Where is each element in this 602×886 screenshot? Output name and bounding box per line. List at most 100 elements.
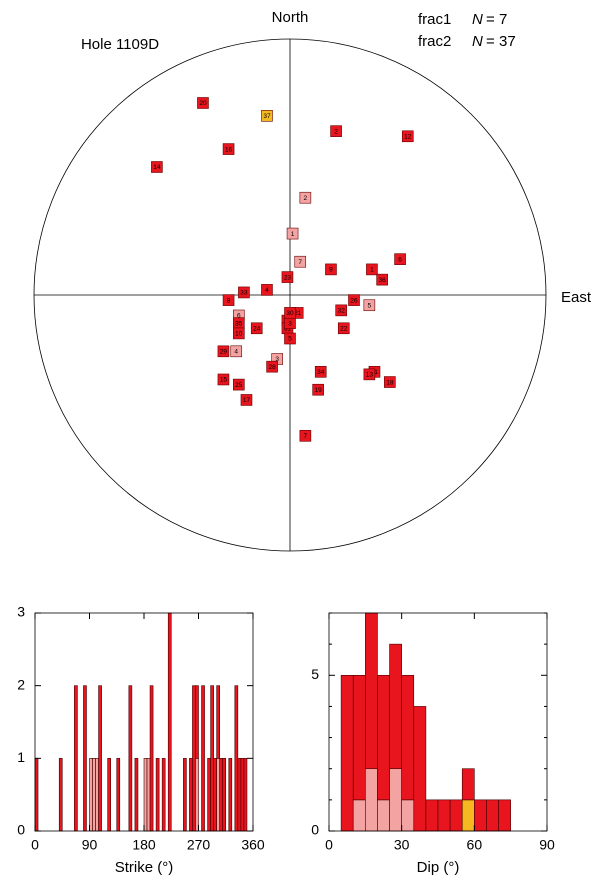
legend-count: 7 [499,11,507,28]
pole-marker [250,322,263,335]
pole-label: 23 [284,274,292,281]
pole-label: 14 [153,164,161,171]
histogram-bar [425,799,439,832]
x-tick-label: 60 [467,837,483,853]
pole-label: 15 [220,377,228,384]
pole-marker [286,227,299,240]
pole-label: 21 [294,310,302,317]
histogram-bar [216,685,220,759]
histogram-bar [146,758,151,832]
pole-label: 19 [315,387,323,394]
pole-label: 22 [340,325,348,332]
pole-label: 29 [220,349,228,356]
pole-marker [348,294,360,306]
pole-marker [337,322,350,335]
histogram-bar [161,758,166,832]
pole-label: 24 [253,325,261,332]
pole-label: 26 [350,297,358,304]
pole-label: 20 [199,100,207,107]
pole-label: 30 [286,310,294,317]
x-tick-label: 0 [325,837,333,853]
pole-label: 1 [291,231,295,238]
pole-marker [217,345,230,358]
pole-marker [363,299,376,312]
pole-marker [394,253,406,265]
histogram-bar [210,685,214,832]
histogram-bar [240,758,245,832]
pole-marker [325,263,337,276]
pole-marker [261,110,273,122]
pole-label: 13 [366,372,374,379]
pole-label: 10 [235,331,243,338]
pole-marker [284,332,296,345]
histogram-bar [195,685,199,759]
histogram-bar [389,643,402,770]
pole-marker [401,130,414,143]
pole-label: 5 [288,336,292,343]
legend-n-symbol: N [472,11,483,28]
pole-label: 36 [379,277,387,284]
pole-label: 33 [240,290,248,297]
histogram-bar [365,612,378,770]
x-tick-label: 90 [82,837,98,853]
pole-marker [238,286,250,299]
histogram-bar [167,612,172,832]
histogram-bar [377,674,390,801]
pole-marker [376,273,388,286]
pole-label: 4 [234,349,238,356]
pole-marker [233,378,245,391]
histogram-bar [237,758,242,832]
histogram-bar [216,758,220,832]
y-tick-label: 5 [311,666,319,682]
pole-label: 1 [370,267,374,274]
pole-label: 12 [404,133,412,140]
histogram-bar [413,706,427,832]
histogram-bar [192,685,196,832]
histogram-bar [183,758,187,832]
x-tick-label: 270 [187,837,211,853]
legend-n-symbol: N [472,33,483,50]
histogram-bar [219,758,224,832]
pole-marker [222,143,235,155]
pole-label: 2 [304,195,308,202]
histogram-bar [377,799,390,832]
histogram-bar [365,768,378,832]
histogram-bar [107,758,111,832]
histogram-bar [89,758,93,832]
histogram-bar [401,799,415,832]
pole-marker [299,191,312,204]
histogram-bar [243,758,248,832]
pole-label: 37 [263,113,271,120]
histogram-bar [437,799,451,832]
pole-marker [230,345,243,358]
pole-marker [261,284,273,296]
x-axis-label: Strike (°) [115,859,174,876]
x-tick-label: 360 [241,837,265,853]
histogram-bar [128,685,133,832]
histogram-bar [92,758,96,832]
histogram-bar [134,758,139,832]
histogram-bar [189,758,193,832]
histogram-bar [498,799,511,832]
histogram-bar [95,758,99,832]
pole-marker [266,360,278,373]
y-tick-label: 0 [311,822,319,838]
histogram-bar [389,768,402,832]
y-tick-label: 2 [17,676,25,692]
pole-label: 18 [386,379,394,386]
plot-frame [328,612,548,832]
pole-marker [281,271,294,283]
pole-label: 8 [227,297,231,304]
histogram-bar [486,799,499,832]
x-axis-label: Dip (°) [417,859,460,876]
histogram-bar [155,758,160,832]
pole-marker [294,255,307,268]
pole-marker [363,368,376,381]
y-tick-label: 0 [17,822,25,838]
pole-label: 34 [317,369,325,376]
pole-marker [284,307,296,319]
x-tick-label: 0 [31,837,39,853]
pole-marker [240,394,253,406]
histogram-bar [83,685,87,832]
